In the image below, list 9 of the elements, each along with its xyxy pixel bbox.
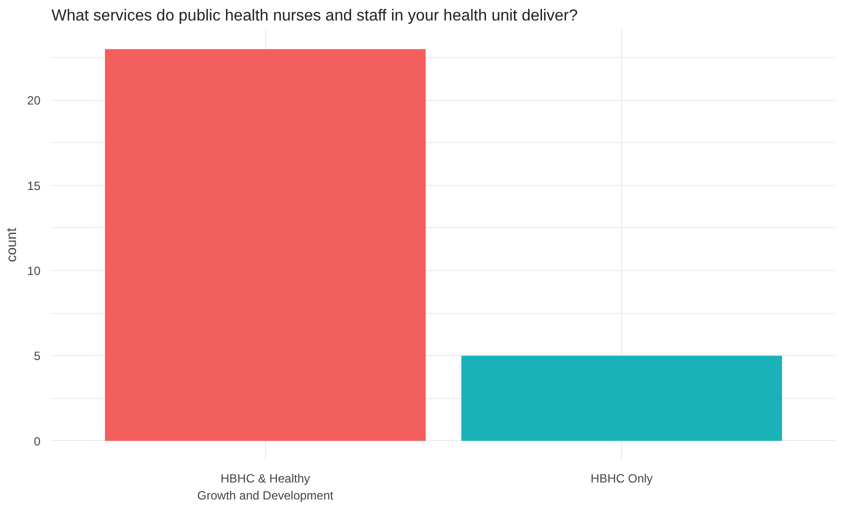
y-tick-label: 15	[27, 178, 41, 193]
y-tick-label: 20	[27, 94, 41, 108]
y-axis-title: count	[3, 228, 20, 262]
y-tick-label: 5	[34, 349, 41, 364]
x-tick-label: HBHC & Healthy Growth and Development	[197, 472, 334, 502]
x-tick-label: HBHC Only	[590, 472, 653, 486]
y-tick-label: 0	[34, 434, 41, 448]
y-tick-label: 10	[27, 264, 41, 278]
chart-title: What services do public health nurses and staff in your health unit deliver?	[52, 8, 578, 24]
